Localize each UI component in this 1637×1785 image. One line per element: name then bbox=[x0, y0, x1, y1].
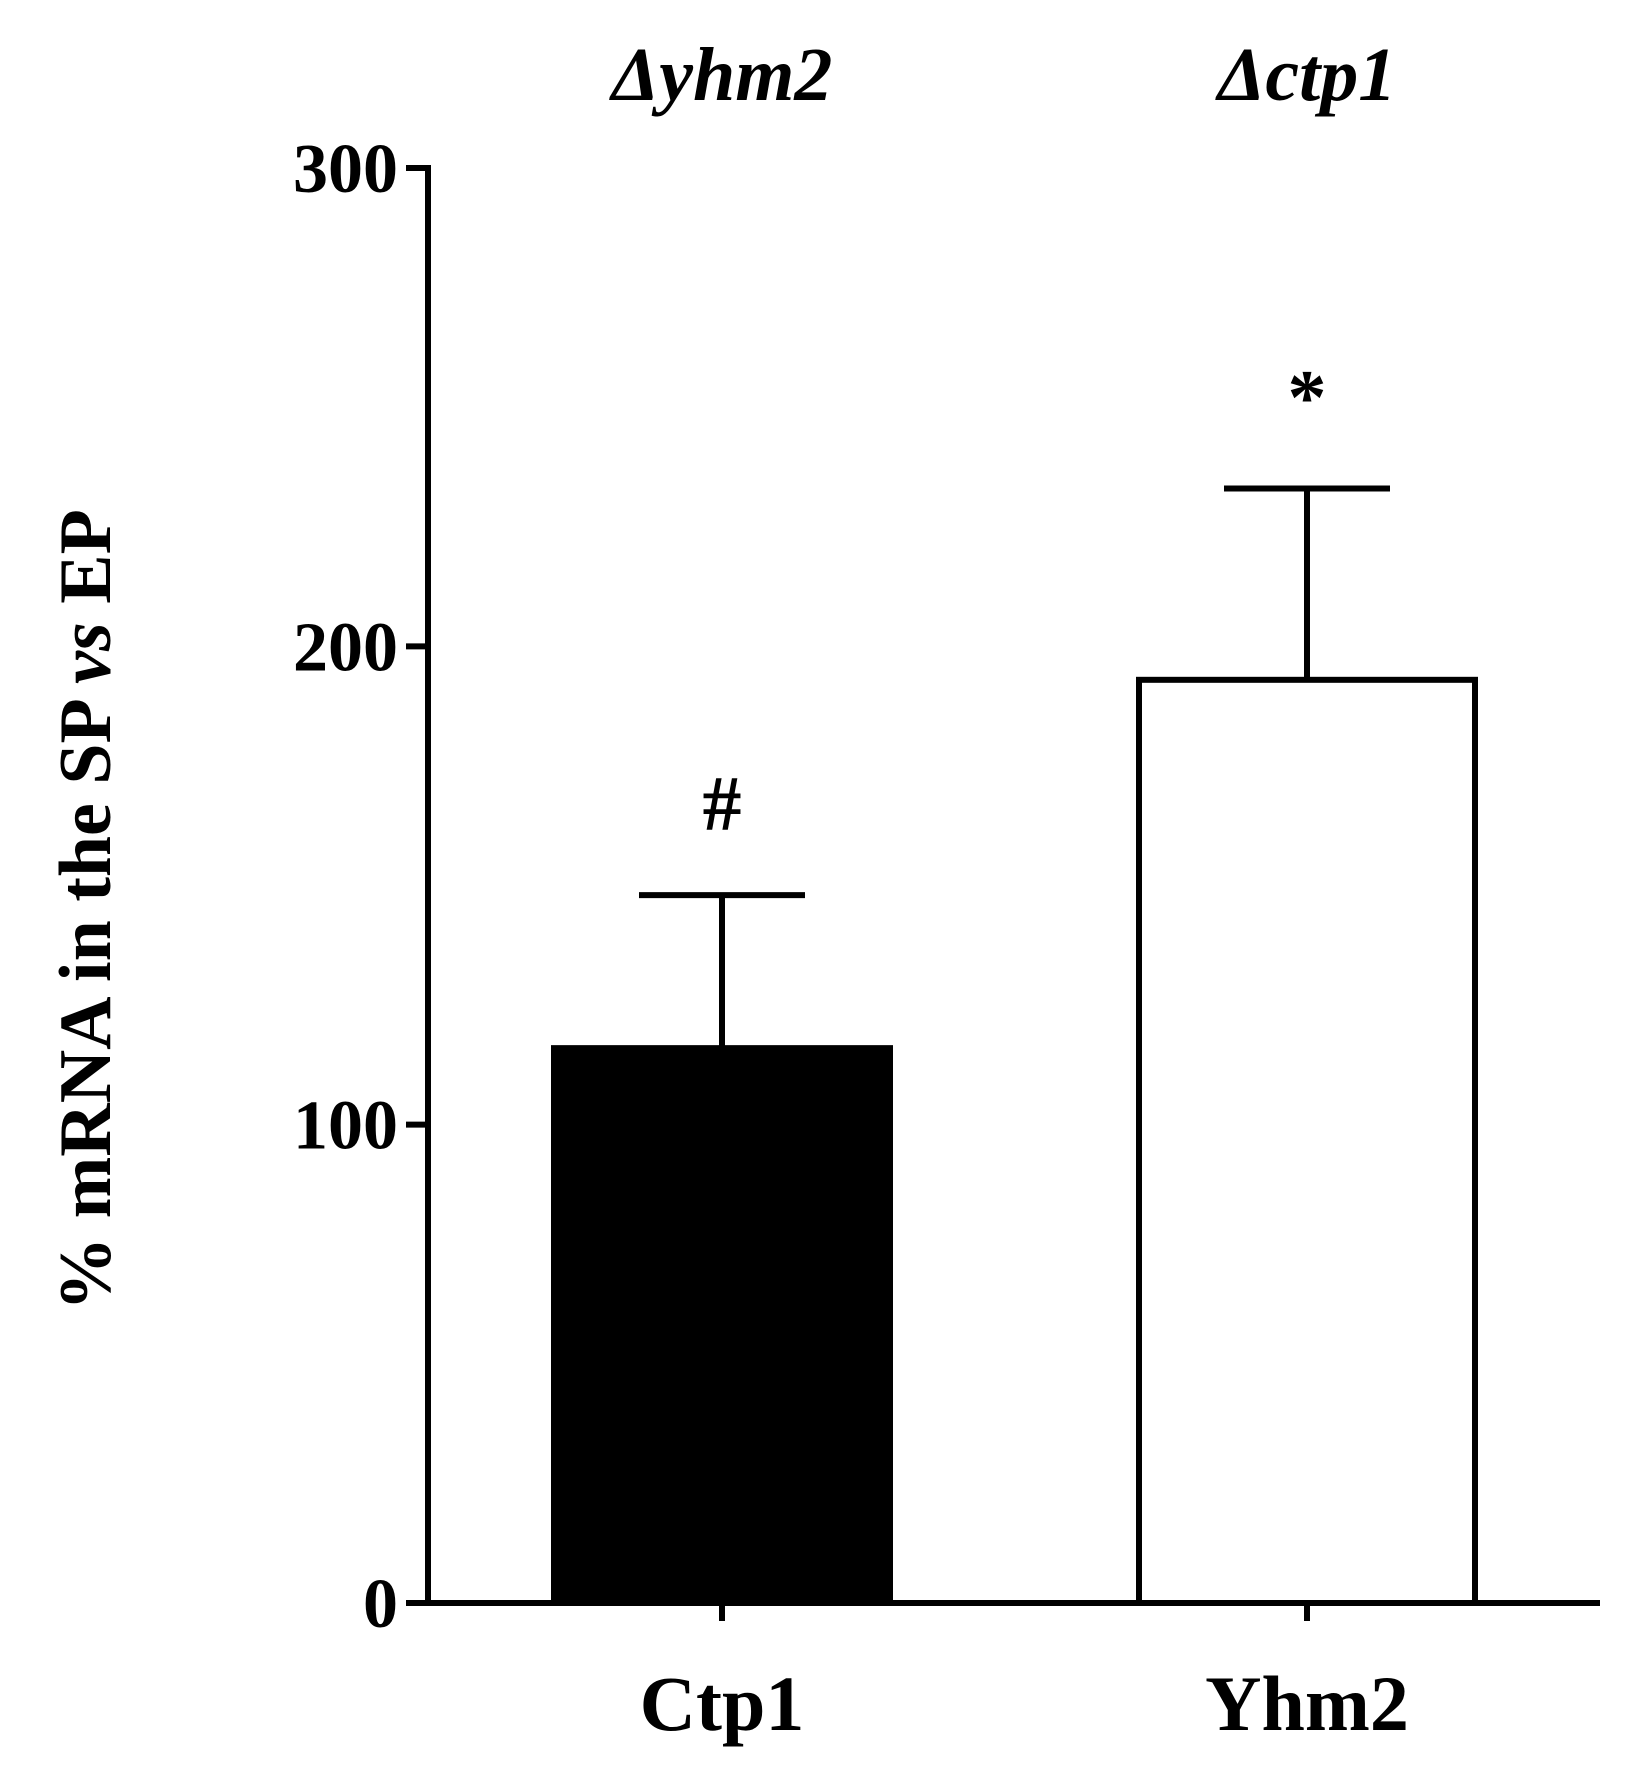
y-tick-label-300: 300 bbox=[293, 131, 398, 208]
y-axis-label-part-1: % mRNA in the SP bbox=[45, 684, 127, 1311]
y-tick-label-100: 100 bbox=[293, 1088, 398, 1165]
bar-yhm2 bbox=[1136, 676, 1478, 1606]
significance-mark-ctp1: # bbox=[703, 760, 742, 847]
y-axis-label-part-2: vs bbox=[45, 622, 127, 684]
y-axis-label-part-3: EP bbox=[45, 509, 127, 622]
y-tick-label-0: 0 bbox=[363, 1566, 398, 1643]
y-axis-label: % mRNA in the SP vs EP bbox=[45, 509, 127, 1311]
y-tick-label-200: 200 bbox=[293, 609, 398, 686]
group-label-ctp1: Δyhm2 bbox=[609, 33, 833, 117]
significance-mark-yhm2: * bbox=[1288, 353, 1327, 440]
plot-area: # Δyhm2 Ctp1 * Δctp1 Yhm2 0 100 200 300 bbox=[293, 33, 1600, 1747]
x-tick-label-ctp1: Ctp1 bbox=[640, 1660, 805, 1747]
x-tick-label-yhm2: Yhm2 bbox=[1205, 1660, 1409, 1747]
group-label-yhm2: Δctp1 bbox=[1215, 33, 1397, 117]
bar-ctp1 bbox=[551, 1045, 893, 1606]
